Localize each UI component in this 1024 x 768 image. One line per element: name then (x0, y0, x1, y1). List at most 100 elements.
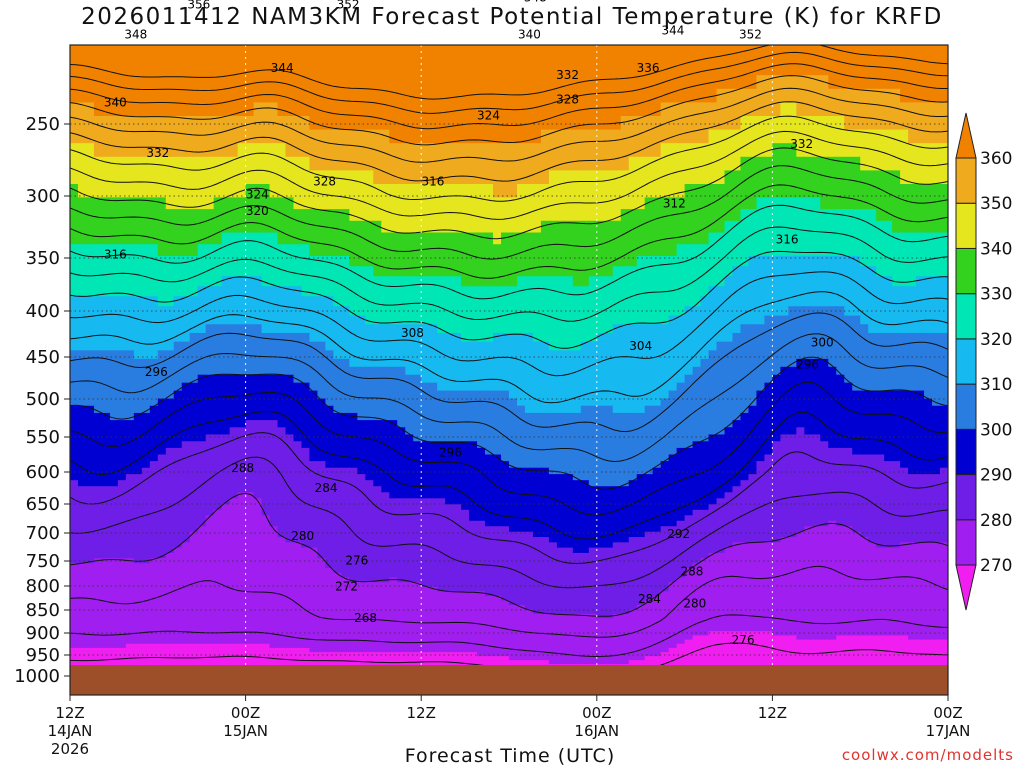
band-cell (516, 441, 526, 449)
band-cell (700, 390, 710, 400)
band-cell (660, 48, 670, 63)
band-cell (174, 21, 183, 35)
band-cell (685, 7, 694, 21)
band-cell (516, 232, 526, 245)
band-cell (261, 366, 271, 376)
band-cell (620, 276, 630, 287)
band-cell (125, 88, 135, 103)
band-cell (261, 184, 271, 198)
band-cell (85, 102, 95, 117)
band-cell (524, 170, 534, 185)
band-cell (373, 255, 382, 267)
band-cell (261, 156, 271, 171)
band-cell (173, 45, 183, 49)
band-cell (812, 45, 821, 49)
band-cell (764, 341, 773, 351)
band-cell (580, 232, 590, 245)
band-cell (796, 358, 805, 368)
band-cell (772, 116, 781, 131)
band-cell (613, 7, 622, 21)
band-cell (213, 447, 223, 456)
band-cell (788, 61, 797, 76)
band-cell (93, 332, 103, 343)
band-cell (101, 244, 111, 257)
band-cell (788, 143, 797, 158)
band-cell (189, 266, 199, 277)
band-cell (684, 374, 694, 384)
band-cell (572, 350, 582, 360)
band-cell (516, 412, 526, 421)
band-cell (429, 306, 438, 317)
band-cell (133, 390, 143, 400)
band-cell (485, 197, 494, 210)
band-cell (445, 358, 454, 368)
band-cell (349, 332, 358, 343)
band-cell (788, 276, 797, 287)
band-cell (604, 420, 614, 428)
band-cell (684, 366, 694, 376)
band-cell (301, 390, 311, 400)
band-cell (197, 405, 207, 414)
band-cell (900, 306, 909, 317)
band-cell (85, 143, 95, 158)
band-cell (405, 0, 414, 8)
band-cell (421, 390, 430, 400)
band-cell (812, 232, 821, 245)
band-cell (828, 434, 837, 442)
band-cell (900, 220, 909, 234)
band-cell (149, 244, 159, 257)
band-cell (692, 296, 702, 307)
band-cell (876, 412, 885, 421)
band-cell (772, 427, 781, 436)
band-cell (253, 315, 263, 325)
band-cell (277, 398, 287, 407)
band-cell (580, 366, 590, 376)
band-cell (357, 129, 366, 144)
band-cell (844, 48, 853, 63)
band-cell (325, 244, 334, 257)
band-cell (660, 61, 670, 76)
band-cell (285, 441, 295, 449)
band-cell (596, 102, 606, 117)
band-cell (437, 405, 446, 414)
band-cell (445, 286, 454, 297)
band-cell (133, 244, 143, 257)
band-cell (461, 358, 470, 368)
band-cell (756, 61, 766, 76)
band-cell (493, 420, 502, 428)
band-cell (924, 332, 933, 343)
band-cell (309, 286, 319, 297)
band-cell (732, 358, 742, 368)
band-cell (109, 366, 119, 376)
band-cell (221, 45, 231, 49)
band-cell (93, 48, 103, 63)
band-cell (924, 21, 933, 35)
band-cell (437, 366, 446, 376)
band-cell (70, 143, 79, 158)
band-cell (644, 350, 654, 360)
band-cell (493, 143, 502, 158)
band-cell (772, 374, 781, 384)
band-cell (620, 374, 630, 384)
band-cell (588, 220, 598, 234)
band-cell (692, 315, 702, 325)
band-cell (812, 184, 821, 198)
band-cell (836, 358, 845, 368)
band-cell (365, 232, 374, 245)
band-cell (261, 286, 271, 297)
band-cell (277, 427, 287, 436)
band-cell (149, 129, 159, 144)
band-cell (772, 286, 781, 297)
band-cell (357, 61, 366, 76)
band-cell (421, 374, 430, 384)
band-cell (349, 61, 358, 76)
band-cell (860, 209, 869, 222)
band-cell (309, 102, 319, 117)
band-cell (620, 266, 630, 277)
band-cell (125, 332, 135, 343)
band-cell (669, 0, 678, 8)
band-cell (341, 129, 350, 144)
band-cell (286, 7, 295, 21)
band-cell (676, 255, 686, 267)
band-cell (357, 75, 366, 90)
